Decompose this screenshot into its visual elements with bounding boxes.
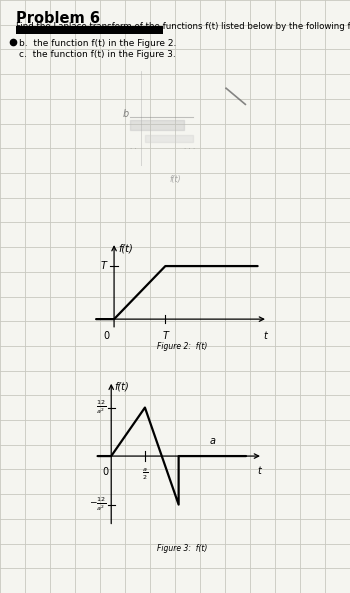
Text: a: a (209, 436, 215, 447)
Bar (16, 26, 163, 34)
Text: Problem 6: Problem 6 (16, 11, 100, 25)
Text: b: b (122, 109, 128, 119)
Text: b.  the function f(t) in the Figure 2.: b. the function f(t) in the Figure 2. (19, 39, 177, 48)
Text: Find the Laplace transform of the functions f(t) listed below by the following f: Find the Laplace transform of the functi… (16, 22, 350, 31)
Text: 0: 0 (104, 331, 110, 341)
Text: c.  the function f(t) in the Figure 3.: c. the function f(t) in the Figure 3. (19, 50, 176, 59)
Text: f(t): f(t) (169, 175, 181, 184)
Text: 0: 0 (102, 467, 108, 477)
Text: Figure 2:  f(t): Figure 2: f(t) (157, 342, 207, 350)
Text: . . .: . . . (184, 144, 195, 150)
Text: Figure 3:  f(t): Figure 3: f(t) (157, 544, 207, 553)
Text: f(t): f(t) (118, 243, 133, 253)
Text: . .: . . (130, 144, 136, 150)
Text: $-\frac{12}{a^2}$: $-\frac{12}{a^2}$ (89, 496, 106, 514)
Text: T: T (162, 331, 168, 341)
Text: T: T (101, 261, 107, 271)
Text: t: t (258, 466, 261, 476)
Text: $\frac{a}{2}$: $\frac{a}{2}$ (142, 467, 148, 482)
Text: t: t (263, 331, 267, 341)
Text: $\frac{12}{a^2}$: $\frac{12}{a^2}$ (96, 398, 106, 416)
Text: f(t): f(t) (114, 382, 130, 392)
